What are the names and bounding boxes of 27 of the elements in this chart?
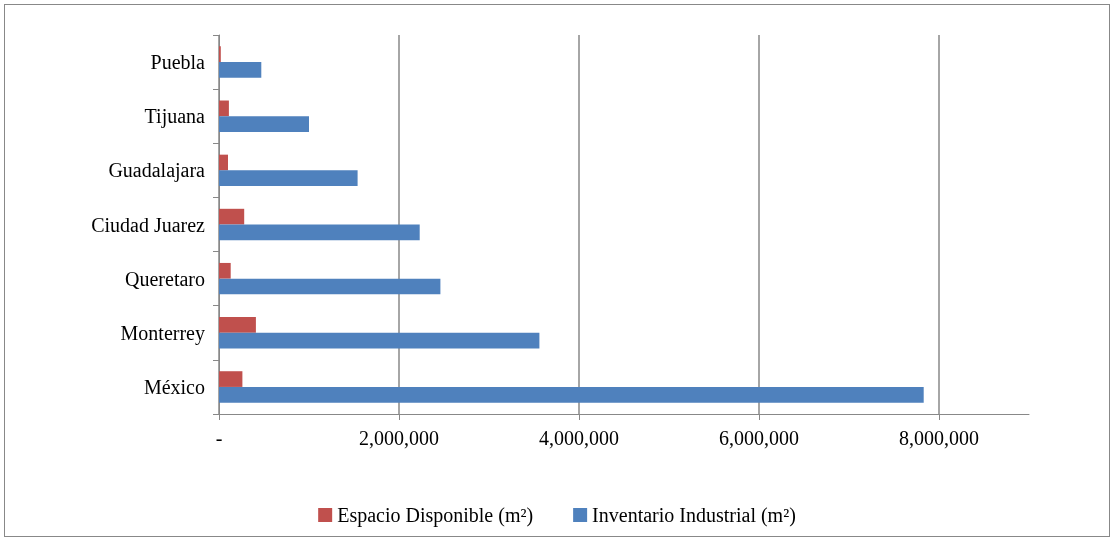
- bar: [219, 278, 441, 295]
- bar: [219, 170, 358, 187]
- bar: [219, 262, 231, 279]
- x-tick-label: 2,000,000: [359, 427, 439, 449]
- y-tick-label: México: [143, 375, 205, 398]
- y-tick-label: Puebla: [150, 51, 206, 74]
- bar: [219, 317, 256, 333]
- x-tick-label: 6,000,000: [719, 427, 799, 449]
- bar: [219, 371, 243, 387]
- bar: [219, 154, 228, 171]
- bar: [219, 386, 924, 403]
- x-tick-label: 4,000,000: [539, 427, 619, 449]
- bar: [219, 224, 420, 241]
- y-tick-label: Guadalajara: [108, 159, 206, 183]
- bar: [219, 62, 262, 78]
- x-tick-label: 8,000,000: [899, 427, 979, 449]
- y-tick-label: Monterrey: [120, 321, 205, 345]
- y-tick-label: Queretaro: [125, 267, 205, 290]
- bar: [219, 332, 540, 349]
- y-tick-label: Ciudad Juarez: [91, 213, 206, 236]
- x-tick-label: -: [215, 427, 223, 449]
- legend-label: Inventario Industrial (m²): [592, 504, 796, 527]
- bar: [219, 100, 229, 117]
- legend-label: Espacio Disponible (m²): [337, 504, 534, 527]
- bar: [219, 208, 245, 225]
- bar: [219, 116, 309, 132]
- y-tick-label: Tijuana: [144, 105, 206, 129]
